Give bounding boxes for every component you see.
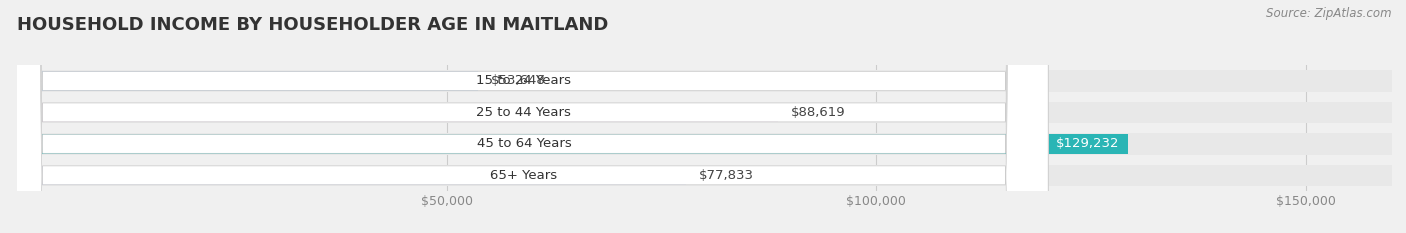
Bar: [17, 71, 478, 91]
Bar: [17, 165, 1392, 186]
Text: 65+ Years: 65+ Years: [491, 169, 558, 182]
Text: $77,833: $77,833: [699, 169, 754, 182]
Text: 15 to 24 Years: 15 to 24 Years: [477, 75, 571, 87]
Text: 25 to 44 Years: 25 to 44 Years: [477, 106, 571, 119]
FancyBboxPatch shape: [0, 0, 1049, 233]
Bar: [17, 102, 1392, 123]
Bar: [17, 134, 1128, 154]
FancyBboxPatch shape: [0, 0, 1049, 233]
Text: $53,648: $53,648: [491, 75, 546, 87]
Text: $88,619: $88,619: [792, 106, 846, 119]
FancyBboxPatch shape: [0, 0, 1049, 233]
Bar: [17, 166, 686, 185]
Text: $129,232: $129,232: [1056, 137, 1119, 150]
Text: 45 to 64 Years: 45 to 64 Years: [477, 137, 571, 150]
FancyBboxPatch shape: [0, 0, 1049, 233]
Text: HOUSEHOLD INCOME BY HOUSEHOLDER AGE IN MAITLAND: HOUSEHOLD INCOME BY HOUSEHOLDER AGE IN M…: [17, 16, 609, 34]
Bar: [17, 103, 779, 122]
Bar: [17, 70, 1392, 92]
Bar: [17, 133, 1392, 154]
Text: Source: ZipAtlas.com: Source: ZipAtlas.com: [1267, 7, 1392, 20]
